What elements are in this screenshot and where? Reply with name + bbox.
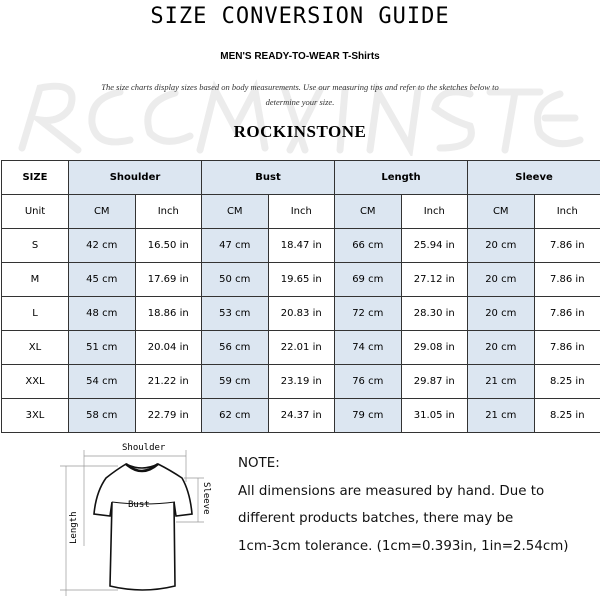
note: NOTE: All dimensions are measured by han… [238, 450, 598, 560]
value-cell: 79 cm [334, 398, 402, 433]
tshirt-diagram: Shoulder Bust Sleeve Length [60, 443, 211, 596]
value-cell: 20.04 in [134, 330, 202, 365]
value-cell: 19.65 in [267, 262, 336, 297]
unit-inch: Inch [267, 194, 336, 229]
bust-label: Bust [128, 500, 150, 510]
value-cell: 54 cm [68, 364, 136, 399]
value-cell: 24.37 in [267, 398, 336, 433]
note-heading: NOTE: [238, 456, 280, 471]
value-cell: 53 cm [201, 296, 269, 331]
value-cell: 59 cm [201, 364, 269, 399]
note-line: 1cm-3cm tolerance. (1cm=0.393in, 1in=2.5… [238, 538, 569, 554]
note-line: different products batches, there may be [238, 511, 514, 526]
value-cell: 56 cm [201, 330, 269, 365]
value-cell: 28.30 in [400, 296, 469, 331]
value-cell: 74 cm [334, 330, 402, 365]
value-cell: 7.86 in [533, 330, 600, 365]
table-row: XXL 54 cm 21.22 in 59 cm 23.19 in 76 cm 29.87 … [1, 364, 600, 399]
page-title: SIZE CONVERSION GUIDE [150, 4, 450, 29]
value-cell: 25.94 in [400, 228, 469, 263]
unit-cm: CM [467, 194, 535, 229]
value-cell: 21.22 in [134, 364, 202, 399]
size-cell: S [1, 228, 69, 263]
group-header: Bust [200, 160, 336, 195]
value-cell: 72 cm [334, 296, 402, 331]
value-cell: 45 cm [68, 262, 136, 297]
value-cell: 29.87 in [400, 364, 469, 399]
group-header: Length [334, 160, 469, 195]
unit-cm: CM [334, 194, 402, 229]
value-cell: 20 cm [467, 262, 535, 297]
value-cell: 62 cm [201, 398, 269, 433]
value-cell: 51 cm [68, 330, 136, 365]
description: The size charts display sizes based on b… [101, 82, 499, 107]
value-cell: 22.79 in [134, 398, 202, 433]
unit-cm: CM [201, 194, 269, 229]
value-cell: 21 cm [467, 364, 535, 399]
value-cell: 18.86 in [134, 296, 202, 331]
value-cell: 66 cm [334, 228, 402, 263]
value-cell: 76 cm [334, 364, 402, 399]
value-cell: 22.01 in [267, 330, 336, 365]
value-cell: 31.05 in [400, 398, 469, 433]
size-cell: XXL [1, 364, 69, 399]
unit-inch: Inch [533, 194, 600, 229]
unit-header: Unit [1, 194, 69, 229]
value-cell: 7.86 in [533, 262, 600, 297]
tshirt-outline-icon [93, 463, 193, 591]
size-table: SIZE Shoulder Bust Length Sleeve Unit CM Inch CM… [1, 160, 600, 433]
size-header: SIZE [1, 160, 69, 195]
table-row: XL 51 cm 20.04 in 56 cm 22.01 in 74 cm 29.08 i… [1, 330, 600, 365]
watermark [18, 79, 584, 156]
value-cell: 18.47 in [267, 228, 336, 263]
size-cell: 3XL [1, 398, 69, 433]
size-cell: M [1, 262, 69, 297]
value-cell: 8.25 in [533, 398, 600, 433]
length-label: Length [69, 511, 79, 544]
value-cell: 20 cm [467, 228, 535, 263]
value-cell: 27.12 in [400, 262, 469, 297]
value-cell: 16.50 in [134, 228, 202, 263]
value-cell: 48 cm [68, 296, 136, 331]
group-header: Sleeve [467, 160, 600, 195]
value-cell: 20 cm [467, 296, 535, 331]
value-cell: 20 cm [467, 330, 535, 365]
note-line: All dimensions are measured by hand. Due… [238, 483, 545, 499]
shoulder-label: Shoulder [122, 443, 166, 453]
table-row: L 48 cm 18.86 in 53 cm 20.83 in 72 cm 28.30 in… [1, 296, 600, 331]
unit-inch: Inch [134, 194, 202, 229]
value-cell: 29.08 in [400, 330, 469, 365]
value-cell: 23.19 in [267, 364, 336, 399]
table-row: M 45 cm 17.69 in 50 cm 19.65 in 69 cm 27.12 in… [1, 262, 600, 297]
subtitle: MEN'S READY-TO-WEAR T-Shirts [220, 51, 380, 62]
value-cell: 50 cm [201, 262, 269, 297]
value-cell: 42 cm [68, 228, 136, 263]
value-cell: 7.86 in [533, 228, 600, 263]
value-cell: 47 cm [201, 228, 269, 263]
sleeve-label: Sleeve [201, 482, 211, 515]
value-cell: 20.83 in [267, 296, 336, 331]
unit-cm: CM [68, 194, 136, 229]
brand-name: ROCKINSTONE [233, 122, 367, 141]
table-row: 3XL 58 cm 22.79 in 62 cm 24.37 in 79 cm 31.05 … [1, 398, 600, 433]
table-row: S 42 cm 16.50 in 47 cm 18.47 in 66 cm 25.94 in… [1, 228, 600, 263]
size-cell: L [1, 296, 69, 331]
value-cell: 17.69 in [134, 262, 202, 297]
size-cell: XL [1, 330, 69, 365]
unit-inch: Inch [400, 194, 469, 229]
header-row: SIZE Shoulder Bust Length Sleeve [1, 160, 600, 195]
value-cell: 7.86 in [533, 296, 600, 331]
value-cell: 69 cm [334, 262, 402, 297]
group-header: Shoulder [68, 160, 202, 195]
value-cell: 8.25 in [533, 364, 600, 399]
unit-row: Unit CM Inch CM Inch CM Inch CM Inch [1, 194, 600, 229]
value-cell: 21 cm [467, 398, 535, 433]
value-cell: 58 cm [68, 398, 136, 433]
